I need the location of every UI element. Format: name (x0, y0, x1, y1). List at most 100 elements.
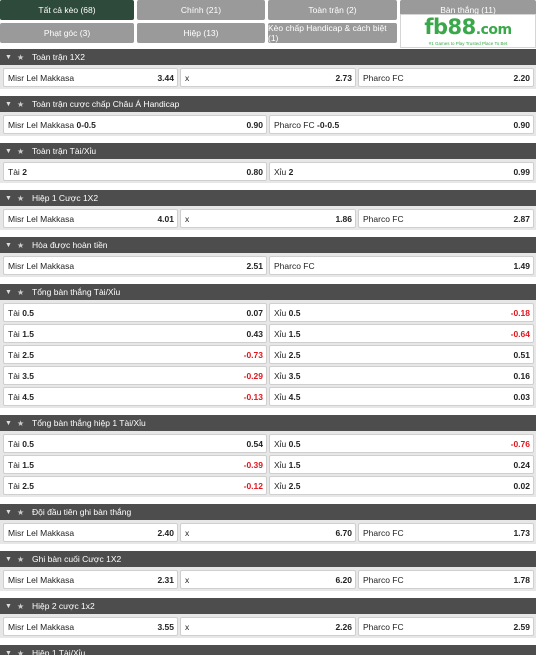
market-header[interactable]: ▼ ★ Tổng bàn thắng Tài/Xỉu (0, 284, 536, 300)
star-icon[interactable]: ★ (17, 418, 25, 428)
market-header[interactable]: ▼ ★ Hiệp 1 Cược 1X2 (0, 190, 536, 206)
chevron-down-icon[interactable]: ▼ (5, 147, 12, 155)
odds-cell[interactable]: Misr Lel Makkasa 0-0.5 0.90 (3, 115, 267, 134)
odds-row: Misr Lel Makkasa 0-0.5 0.90 Pharco FC -0-0… (0, 115, 536, 136)
odds-cell[interactable]: Xỉu 4.5 0.03 (269, 387, 534, 406)
market-header[interactable]: ▼ ★ Toàn trận Tài/Xỉu (0, 143, 536, 159)
odds-cell[interactable]: Tài 1.5 0.43 (3, 324, 267, 343)
odds-cell[interactable]: Xỉu 2.5 0.51 (269, 345, 534, 364)
odds-cell[interactable]: x 2.73 (180, 68, 356, 87)
odds-value: 6.20 (335, 574, 352, 585)
chevron-down-icon[interactable]: ▼ (5, 419, 12, 427)
tab-main[interactable]: Chính (21) (137, 0, 265, 20)
market-toan-tran-cuoc-chap-chau-a-handicap: ▼ ★ Toàn trận cược chấp Châu Á Handicap Mis… (0, 96, 536, 136)
odds-cell[interactable]: Tài 4.5 -0.13 (3, 387, 267, 406)
odds-row: Misr Lel Makkasa 3.55 x 2.26 Pharco FC 2.59 (0, 617, 536, 638)
market-header[interactable]: ▼ ★ Hiệp 2 cược 1x2 (0, 598, 536, 614)
star-icon[interactable]: ★ (17, 146, 25, 156)
fb88-logo[interactable]: fb88.com #1 Games to Play Trusted Place … (400, 14, 536, 48)
odds-cell[interactable]: x 6.20 (180, 570, 356, 589)
odds-cell[interactable]: Tài 2.5 -0.73 (3, 345, 267, 364)
odds-cell[interactable]: Pharco FC 2.87 (358, 209, 534, 228)
odds-cell[interactable]: Tài 0.5 0.54 (3, 434, 267, 453)
market-header[interactable]: ▼ ★ Tổng bàn thắng hiệp 1 Tài/Xỉu (0, 415, 536, 431)
star-icon[interactable]: ★ (17, 99, 25, 109)
tab-all[interactable]: Tất cả kèo (68) (0, 0, 134, 20)
odds-cell[interactable]: x 6.70 (180, 523, 356, 542)
selection-label: Misr Lel Makkasa (8, 574, 75, 585)
odds-cell[interactable]: Pharco FC 1.73 (358, 523, 534, 542)
star-icon[interactable]: ★ (17, 52, 25, 62)
odds-cell[interactable]: Tài 0.5 0.07 (3, 303, 267, 322)
market-body: Tài 2 0.80 Xỉu 2 0.99 (0, 159, 536, 183)
chevron-down-icon[interactable]: ▼ (5, 53, 12, 61)
selection-label: Xỉu 3.5 (274, 370, 301, 381)
market-header[interactable]: ▼ ★ Toàn trận 1X2 (0, 49, 536, 65)
market-header[interactable]: ▼ ★ Ghi bàn cuối Cược 1X2 (0, 551, 536, 567)
market-body: Misr Lel Makkasa 3.44 x 2.73 Pharco FC 2.20 (0, 65, 536, 89)
market-header[interactable]: ▼ ★ Đội đầu tiên ghi bàn thắng (0, 504, 536, 520)
odds-value: 0.99 (513, 166, 530, 177)
odds-cell[interactable]: Xỉu 1.5 0.24 (269, 455, 534, 474)
odds-cell[interactable]: x 2.26 (180, 617, 356, 636)
odds-value: -0.39 (243, 459, 263, 470)
chevron-down-icon[interactable]: ▼ (5, 100, 12, 108)
odds-cell[interactable]: Tài 1.5 -0.39 (3, 455, 267, 474)
odds-cell[interactable]: Misr Lel Makkasa 2.40 (3, 523, 178, 542)
star-icon[interactable]: ★ (17, 287, 25, 297)
odds-cell[interactable]: Misr Lel Makkasa 2.51 (3, 256, 267, 275)
selection-label: Misr Lel Makkasa (8, 72, 75, 83)
star-icon[interactable]: ★ (17, 554, 25, 564)
odds-cell[interactable]: Xỉu 2.5 0.02 (269, 476, 534, 495)
selection-label: Xỉu 2.5 (274, 349, 301, 360)
market-header[interactable]: ▼ ★ Toàn trận cược chấp Châu Á Handicap (0, 96, 536, 112)
logo-wordmark: fb88.com (424, 14, 512, 39)
odds-cell[interactable]: Xỉu 1.5 -0.64 (269, 324, 534, 343)
odds-cell[interactable]: Misr Lel Makkasa 3.44 (3, 68, 178, 87)
odds-cell[interactable]: Pharco FC 1.49 (269, 256, 534, 275)
odds-cell[interactable]: Pharco FC -0-0.5 0.90 (269, 115, 534, 134)
selection-label: Misr Lel Makkasa (8, 621, 75, 632)
market-title: Ghi bàn cuối Cược 1X2 (32, 554, 122, 564)
odds-cell[interactable]: Tài 3.5 -0.29 (3, 366, 267, 385)
tab-full-match[interactable]: Toàn trận (2) (268, 0, 397, 20)
chevron-down-icon[interactable]: ▼ (5, 602, 12, 610)
odds-cell[interactable]: Xỉu 3.5 0.16 (269, 366, 534, 385)
tab-handicap[interactable]: Kèo chấp Handicap & cách biệt (1) (268, 23, 397, 43)
chevron-down-icon[interactable]: ▼ (5, 555, 12, 563)
odds-value: 0.02 (513, 480, 530, 491)
odds-cell[interactable]: Xỉu 0.5 -0.76 (269, 434, 534, 453)
chevron-down-icon[interactable]: ▼ (5, 508, 12, 516)
odds-cell[interactable]: Pharco FC 1.78 (358, 570, 534, 589)
star-icon[interactable]: ★ (17, 648, 25, 655)
chevron-down-icon[interactable]: ▼ (5, 194, 12, 202)
odds-cell[interactable]: Misr Lel Makkasa 2.31 (3, 570, 178, 589)
odds-cell[interactable]: x 1.86 (180, 209, 356, 228)
odds-cell[interactable]: Xỉu 2 0.99 (269, 162, 534, 181)
odds-cell[interactable]: Pharco FC 2.59 (358, 617, 534, 636)
selection-label: Xỉu 2.5 (274, 480, 301, 491)
tab-corners[interactable]: Phạt góc (3) (0, 23, 134, 43)
chevron-down-icon[interactable]: ▼ (5, 288, 12, 296)
star-icon[interactable]: ★ (17, 240, 25, 250)
chevron-down-icon[interactable]: ▼ (5, 649, 12, 655)
odds-value: 0.03 (513, 391, 530, 402)
market-hoa-duoc-hoan-tien: ▼ ★ Hòa được hoàn tiền Misr Lel Makkasa 2.51… (0, 237, 536, 277)
odds-cell[interactable]: Xỉu 0.5 -0.18 (269, 303, 534, 322)
star-icon[interactable]: ★ (17, 507, 25, 517)
tab-half[interactable]: Hiệp (13) (137, 23, 265, 43)
odds-cell[interactable]: Tài 2 0.80 (3, 162, 267, 181)
chevron-down-icon[interactable]: ▼ (5, 241, 12, 249)
market-header[interactable]: ▼ ★ Hòa được hoàn tiền (0, 237, 536, 253)
odds-value: 2.20 (513, 72, 530, 83)
selection-label: Tài 0.5 (8, 438, 35, 449)
odds-cell[interactable]: Pharco FC 2.20 (358, 68, 534, 87)
star-icon[interactable]: ★ (17, 601, 25, 611)
selection-line: 1.5 (22, 459, 35, 470)
market-header[interactable]: ▼ ★ Hiệp 1 Tài/Xỉu (0, 645, 536, 655)
odds-cell[interactable]: Tài 2.5 -0.12 (3, 476, 267, 495)
selection-label: Xỉu 0.5 (274, 307, 301, 318)
odds-cell[interactable]: Misr Lel Makkasa 4.01 (3, 209, 178, 228)
star-icon[interactable]: ★ (17, 193, 25, 203)
odds-cell[interactable]: Misr Lel Makkasa 3.55 (3, 617, 178, 636)
